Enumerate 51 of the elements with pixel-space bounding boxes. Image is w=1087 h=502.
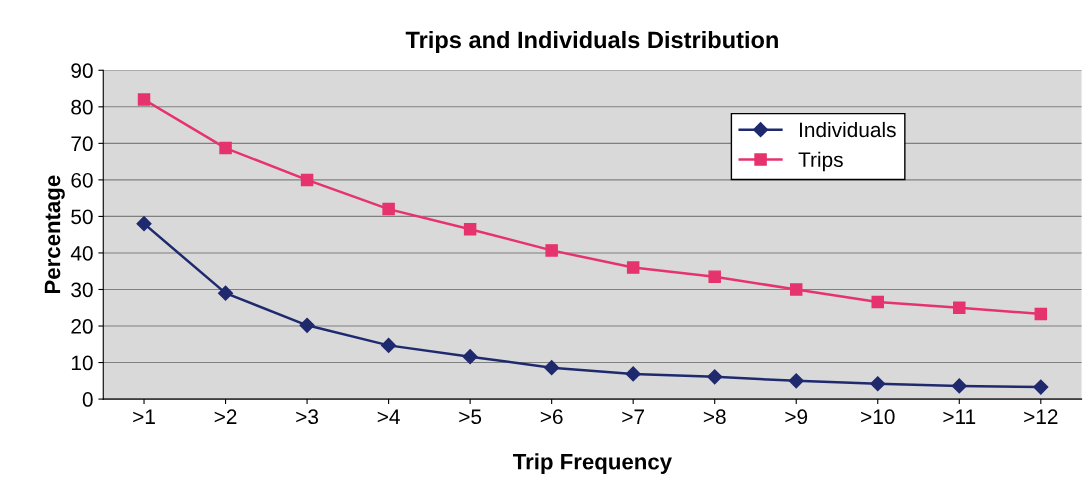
y-tick-label: 20 <box>71 319 93 334</box>
point <box>217 285 234 301</box>
point <box>463 222 477 236</box>
point <box>381 337 397 353</box>
point <box>625 366 641 382</box>
x-tick-label: >2 <box>214 409 237 424</box>
x-tick-label: >6 <box>540 409 563 425</box>
x-tick-label: >7 <box>622 409 645 424</box>
point <box>545 244 558 257</box>
point <box>300 173 314 187</box>
y-tick-label: 10 <box>71 355 93 371</box>
point <box>870 376 886 392</box>
point <box>871 295 885 309</box>
point <box>707 369 723 385</box>
point <box>708 270 721 283</box>
point <box>1033 379 1049 395</box>
point <box>544 360 560 376</box>
point <box>382 202 395 216</box>
legend-label: Individuals <box>799 121 896 138</box>
x-tick-label: >3 <box>296 409 319 425</box>
point <box>951 378 967 394</box>
point <box>219 141 232 155</box>
point <box>462 349 478 365</box>
point <box>953 301 966 315</box>
x-tick-label: >8 <box>703 409 726 425</box>
x-tick-label: >1 <box>133 409 155 424</box>
x-tick-label: >4 <box>377 409 400 424</box>
point <box>1034 307 1048 321</box>
point <box>137 93 151 106</box>
x-tick-label: >9 <box>785 409 808 425</box>
y-tick-label: 50 <box>71 209 93 225</box>
legend-label: Trips <box>798 151 843 172</box>
y-tick-label: 90 <box>71 63 93 79</box>
y-axis-title: Percentage <box>44 175 65 294</box>
point <box>136 216 152 232</box>
x-tick-label: >11 <box>943 409 976 424</box>
point <box>788 373 804 389</box>
y-tick-label: 30 <box>71 282 93 298</box>
y-tick-label: 70 <box>71 136 93 152</box>
x-tick-label: >12 <box>1024 409 1058 424</box>
point <box>626 261 640 274</box>
y-tick-label: 60 <box>71 172 93 188</box>
y-tick-label: 40 <box>70 245 93 261</box>
point <box>299 317 315 333</box>
x-tick-label: >5 <box>459 409 482 425</box>
y-tick-label: 80 <box>71 99 93 115</box>
x-tick-label: >10 <box>861 409 895 425</box>
x-axis-title: Trip Frequency <box>513 453 672 474</box>
y-tick-label: 0 <box>82 392 93 407</box>
point <box>789 283 803 296</box>
chart-title: Trips and Individuals Distribution <box>405 30 778 53</box>
